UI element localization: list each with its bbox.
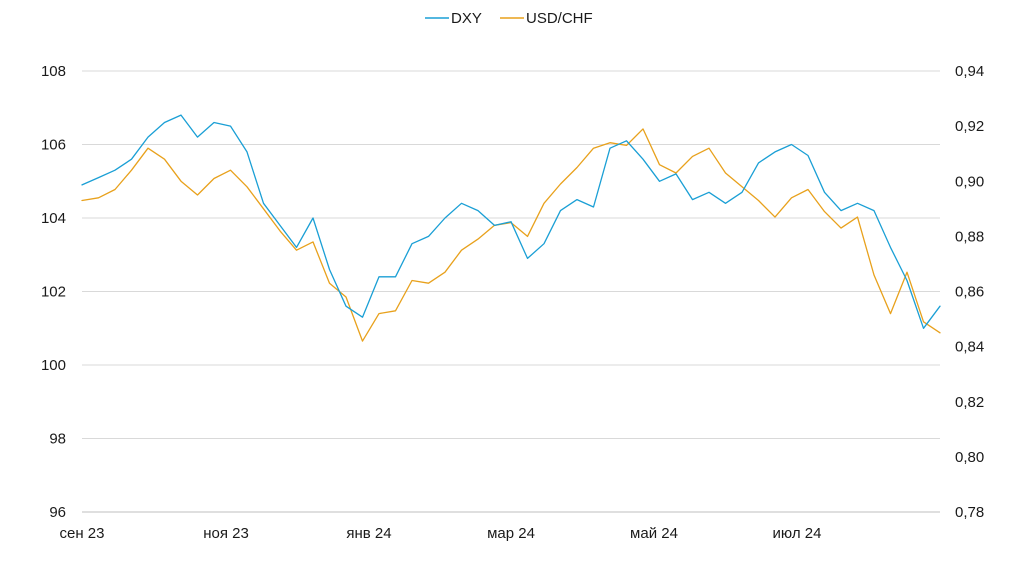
left-tick-label: 106 [41,137,66,154]
left-tick-label: 104 [41,210,66,227]
legend-label: DXY [451,10,482,27]
x-tick-label: сен 23 [60,525,105,542]
gridlines [82,70,940,513]
series-lines [81,114,941,342]
legend: DXY USD/CHF [425,10,593,27]
x-tick-label: янв 24 [346,525,391,542]
right-tick-label: 0,88 [955,228,984,245]
right-tick-label: 0,82 [955,394,984,411]
x-axis-ticks: сен 23 ноя 23 янв 24 мар 24 май 24 июл 24 [60,525,822,542]
right-axis-ticks: 0,78 0,80 0,82 0,84 0,86 0,88 0,90 0,92 0,94 [955,63,984,521]
right-tick-label: 0,80 [955,449,984,466]
legend-label: USD/CHF [526,10,593,27]
right-tick-label: 0,78 [955,504,984,521]
series-line-dxy [81,114,941,329]
left-axis-ticks: 96 98 100 102 104 106 108 [41,63,66,521]
left-tick-label: 98 [49,431,66,448]
left-tick-label: 96 [49,504,66,521]
right-tick-label: 0,90 [955,173,984,190]
left-tick-label: 108 [41,63,66,80]
series-line-usd-chf [81,128,941,342]
x-tick-label: ноя 23 [203,525,249,542]
right-tick-label: 0,86 [955,284,984,301]
left-tick-label: 100 [41,357,66,374]
x-tick-label: май 24 [630,525,678,542]
x-tick-label: июл 24 [773,525,822,542]
x-tick-label: мар 24 [487,525,535,542]
right-tick-label: 0,84 [955,339,984,356]
right-tick-label: 0,94 [955,63,984,80]
left-tick-label: 102 [41,284,66,301]
right-tick-label: 0,92 [955,118,984,135]
